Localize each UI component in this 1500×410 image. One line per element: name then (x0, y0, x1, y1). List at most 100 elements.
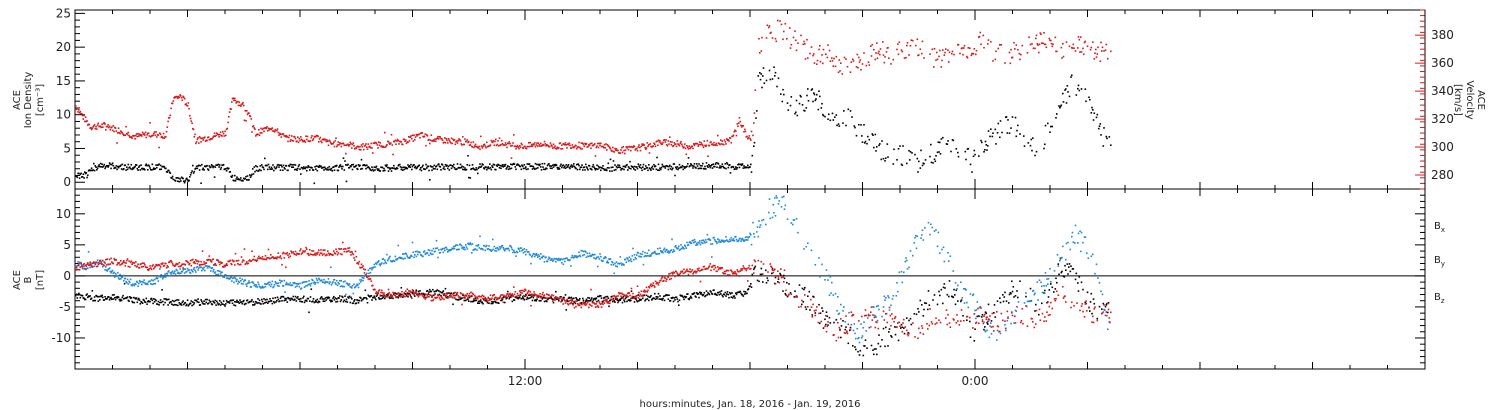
bottom-data-point (1002, 300, 1005, 303)
top-data-point (502, 166, 505, 168)
bottom-data-point (329, 299, 331, 301)
bottom-data-point (405, 252, 407, 255)
top-data-point (287, 169, 289, 172)
bottom-data-point (432, 253, 434, 256)
top-data-point (637, 163, 640, 165)
bottom-data-point (200, 266, 202, 269)
top-data-point (648, 152, 651, 154)
bottom-data-point (84, 267, 86, 270)
top-data-point (763, 82, 766, 84)
bottom-data-point (207, 302, 210, 305)
bottom-data-point (291, 297, 293, 300)
bottom-data-point (641, 253, 643, 256)
top-data-point (753, 141, 756, 144)
top-data-point (836, 124, 838, 127)
bottom-data-point (118, 278, 121, 280)
top-data-point (227, 121, 229, 124)
bottom-data-point (822, 327, 825, 329)
top-data-point (534, 162, 537, 165)
top-data-point (639, 164, 642, 166)
bottom-data-point (642, 250, 644, 253)
bottom-data-point (330, 300, 332, 303)
bottom-data-point (711, 243, 714, 245)
bottom-data-point (204, 298, 207, 301)
bottom-data-point (407, 295, 409, 298)
bottom-data-point (192, 303, 195, 306)
top-data-point (633, 165, 636, 168)
bottom-data-point (735, 293, 738, 296)
bottom-data-point (684, 295, 686, 298)
top-data-point (575, 167, 577, 170)
top-data-point (609, 158, 612, 161)
bottom-data-point (664, 250, 667, 253)
top-data-point (586, 167, 589, 169)
top-data-point (686, 165, 688, 168)
top-data-point (334, 139, 337, 142)
bottom-data-point (397, 244, 400, 247)
top-data-point (856, 53, 859, 56)
top-data-point (846, 65, 849, 68)
bottom-data-point (120, 260, 122, 262)
bottom-data-point (131, 284, 133, 287)
bottom-data-point (252, 301, 255, 303)
top-data-point (771, 37, 774, 39)
bottom-data-point (372, 296, 375, 299)
top-data-point (765, 79, 768, 82)
bottom-data-point (315, 301, 318, 303)
bottom-data-point (673, 297, 676, 299)
top-data-point (327, 140, 329, 143)
bottom-data-point (317, 301, 319, 304)
top-data-point (208, 165, 211, 167)
top-data-point (497, 140, 499, 142)
bottom-data-point (517, 297, 520, 300)
top-data-point (626, 164, 628, 166)
top-data-point (1020, 53, 1022, 56)
top-data-point (818, 48, 820, 51)
bottom-data-point (834, 292, 837, 295)
top-data-point (213, 135, 215, 137)
bottom-data-point (768, 198, 771, 200)
top-data-point (552, 143, 555, 146)
top-data-point (628, 167, 631, 169)
bottom-data-point (232, 277, 235, 279)
bottom-data-point (235, 280, 238, 282)
bottom-data-point (538, 255, 541, 258)
bottom-data-point (582, 299, 585, 302)
top-data-point (359, 145, 361, 148)
top-data-point (294, 136, 296, 138)
top-data-point (129, 168, 132, 170)
top-data-point (396, 167, 399, 170)
top-data-point (884, 160, 886, 162)
top-data-point (606, 169, 608, 172)
top-data-point (450, 164, 452, 166)
top-data-point (153, 167, 155, 169)
bottom-data-point (876, 319, 879, 322)
bottom-data-point (138, 297, 140, 300)
top-data-point (606, 149, 608, 151)
top-data-point (399, 163, 401, 166)
top-data-point (1019, 133, 1021, 135)
bottom-data-point (498, 302, 500, 304)
top-data-point (613, 151, 616, 153)
top-data-point (671, 141, 673, 143)
bottom-data-point (636, 254, 638, 256)
bottom-data-point (294, 286, 297, 288)
top-data-point (1044, 124, 1047, 127)
top-data-point (573, 165, 576, 168)
top-data-point (391, 144, 394, 146)
bottom-data-point (274, 297, 277, 299)
bottom-data-point (261, 300, 264, 303)
bottom-data-point (1007, 316, 1009, 318)
bottom-data-point (161, 289, 163, 291)
top-data-point (459, 140, 462, 142)
top-data-point (465, 140, 468, 143)
bottom-data-point (786, 281, 788, 284)
top-data-point (1092, 119, 1095, 121)
bottom-data-point (264, 283, 266, 285)
bottom-data-point (591, 254, 593, 257)
top-data-point (171, 177, 173, 179)
top-data-point (633, 168, 635, 170)
bottom-data-point (879, 345, 882, 348)
bottom-data-point (978, 306, 981, 309)
top-data-point (1021, 44, 1024, 47)
